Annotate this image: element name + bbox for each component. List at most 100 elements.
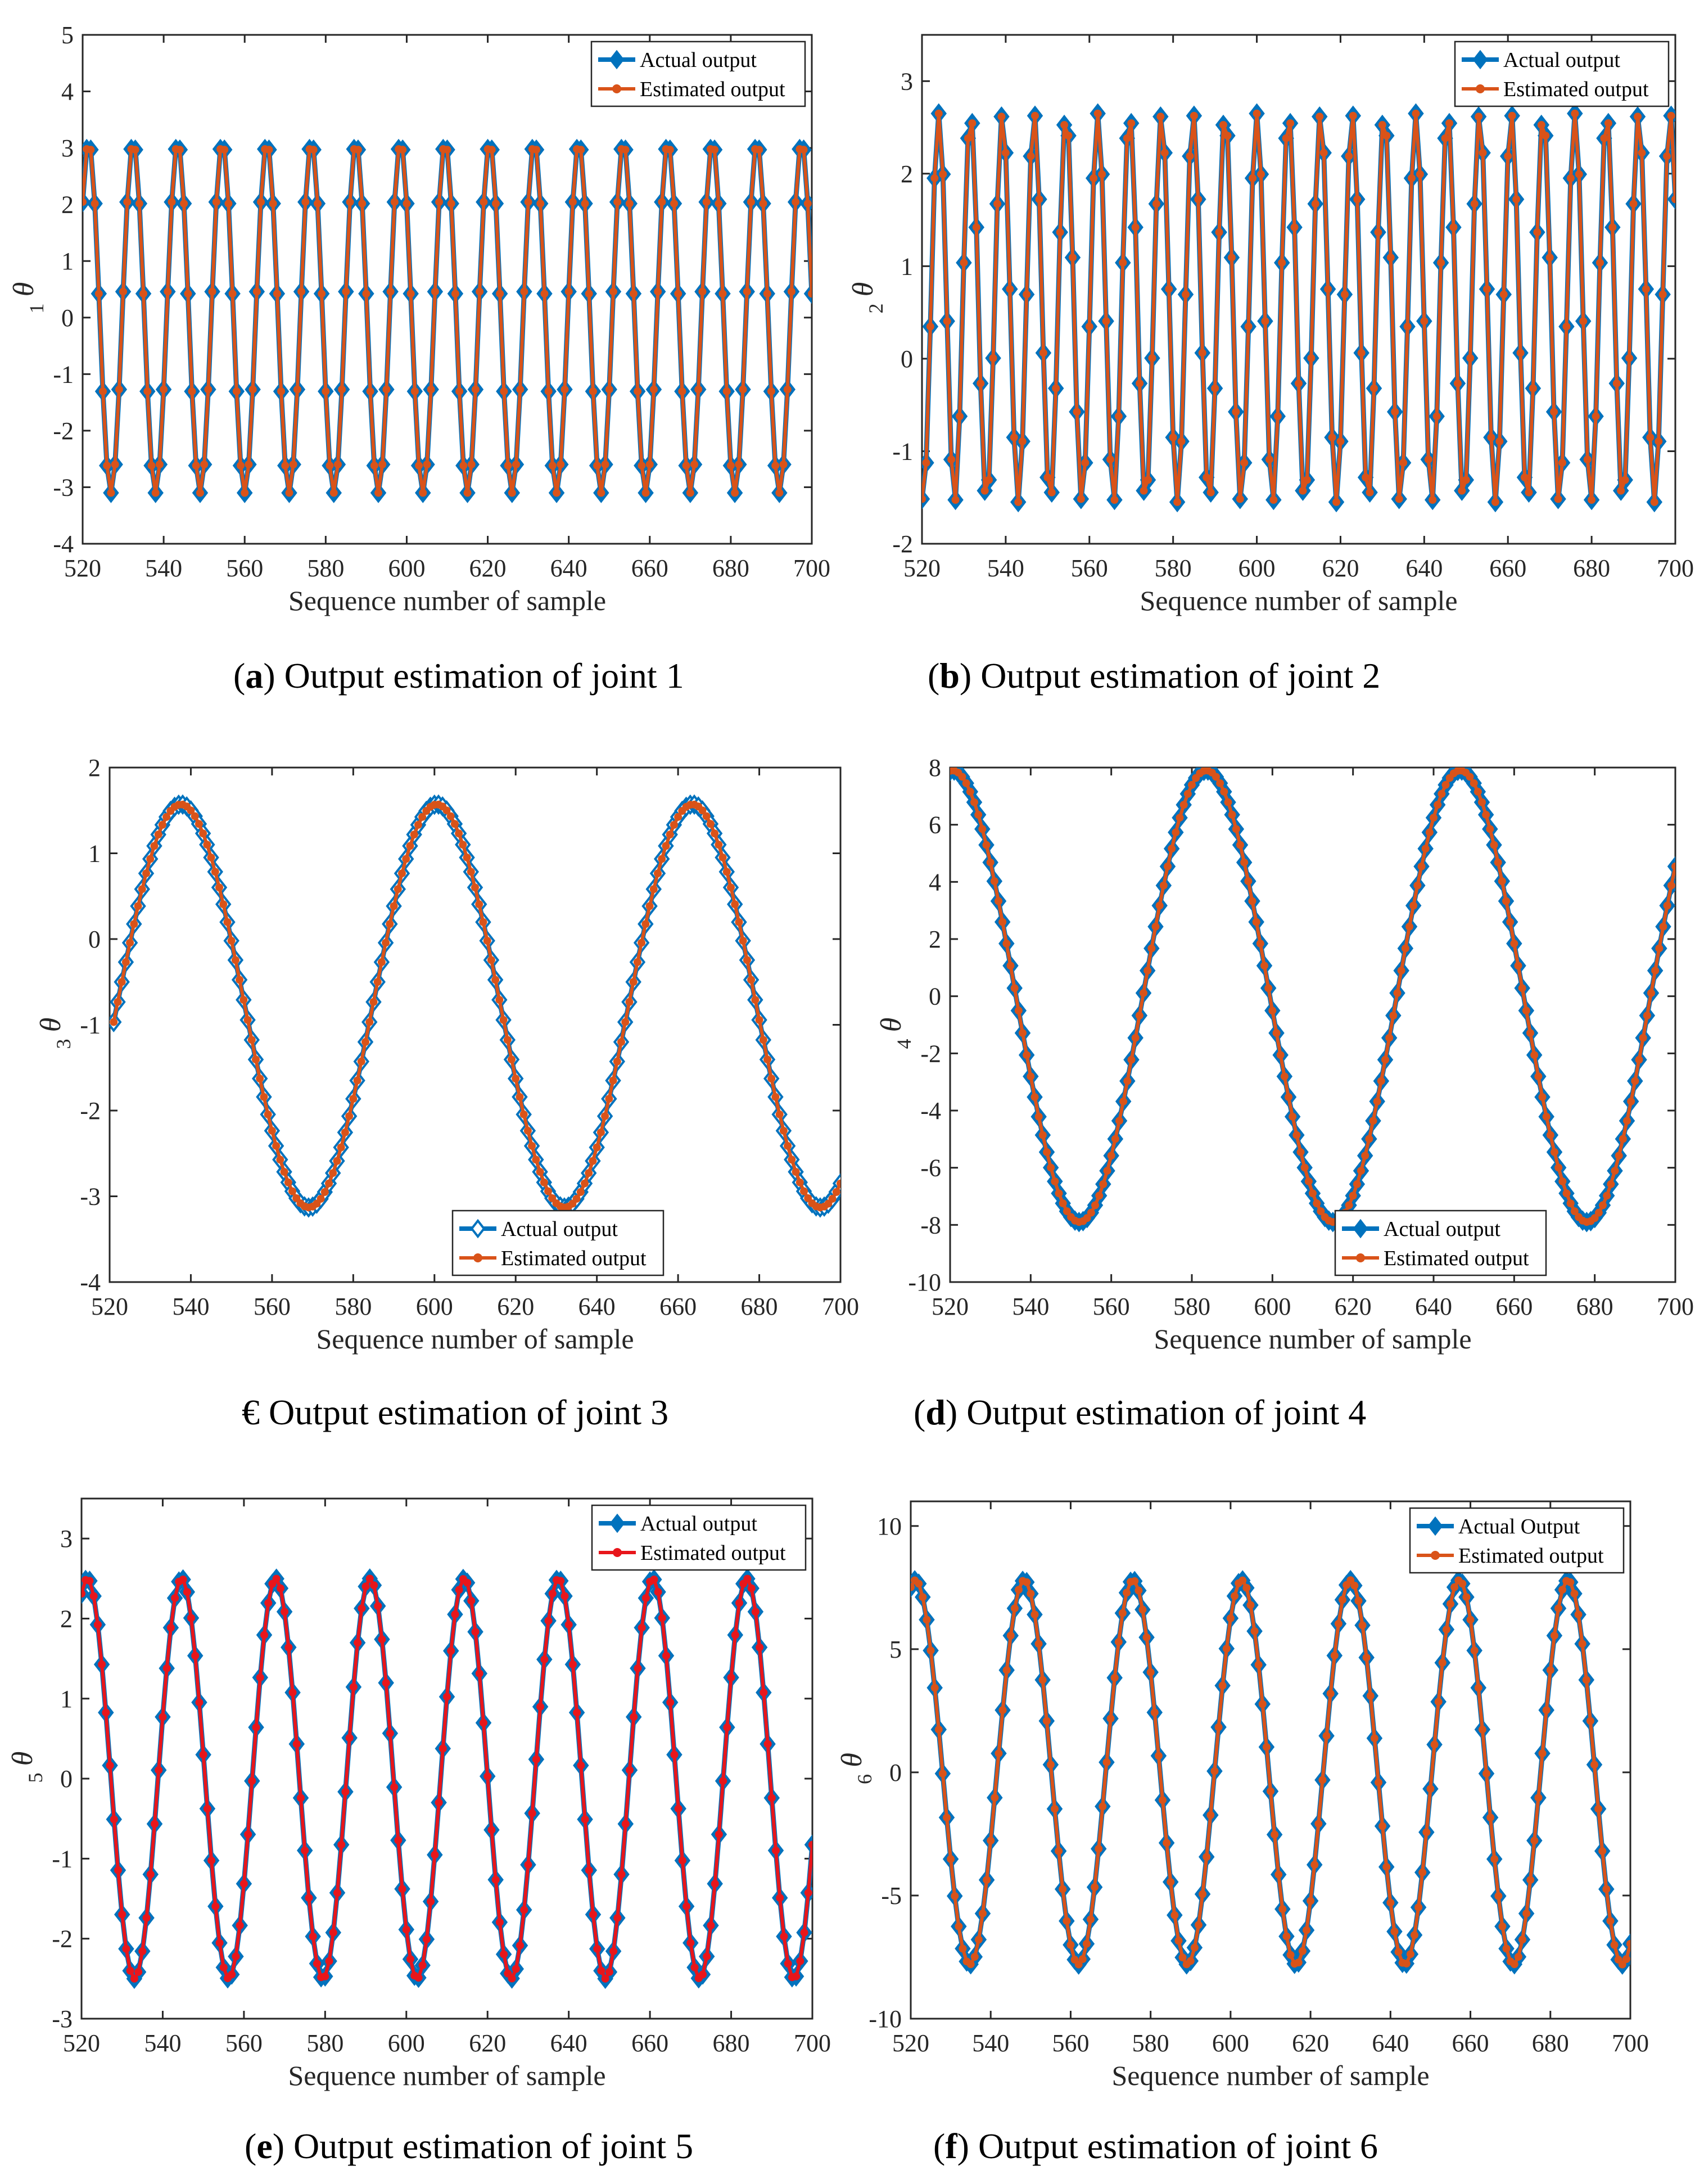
- data-point: [731, 1631, 739, 1639]
- caption-text: Output estimation of joint 1: [284, 656, 684, 696]
- x-tick-label: 700: [1657, 554, 1694, 582]
- data-point: [983, 1876, 991, 1884]
- data-point: [1529, 384, 1537, 392]
- data-point: [1035, 195, 1043, 204]
- data-point: [83, 198, 87, 206]
- data-point: [272, 1574, 281, 1583]
- data-point: [390, 902, 398, 910]
- data-point: [285, 489, 293, 497]
- data-point: [1438, 1658, 1447, 1667]
- data-point: [993, 200, 1001, 208]
- data-point: [1659, 922, 1667, 931]
- data-point: [1198, 349, 1206, 357]
- data-point: [1169, 433, 1177, 441]
- data-point: [577, 1761, 585, 1770]
- data-point: [277, 387, 286, 395]
- data-point: [1174, 1937, 1183, 1945]
- data-point: [1186, 1957, 1195, 1965]
- data-point: [1203, 473, 1211, 481]
- data-point: [699, 1970, 707, 1979]
- legend-label: Actual output: [501, 1217, 618, 1241]
- data-point: [349, 1683, 358, 1691]
- data-point: [459, 841, 467, 849]
- data-point: [1055, 1189, 1063, 1198]
- data-point: [1381, 1055, 1389, 1064]
- data-point: [711, 1880, 719, 1888]
- data-point: [536, 200, 545, 208]
- data-point: [703, 1952, 711, 1961]
- data-point: [1303, 1926, 1310, 1934]
- data-point: [1242, 1583, 1251, 1592]
- x-tick-label: 680: [712, 554, 749, 582]
- data-point: [1450, 1583, 1459, 1591]
- data-point: [1357, 349, 1366, 357]
- data-point: [143, 387, 152, 395]
- data-point: [1619, 1135, 1627, 1143]
- data-point: [354, 146, 362, 154]
- data-point: [1102, 1758, 1111, 1766]
- data-point: [1136, 379, 1144, 387]
- data-point: [1518, 984, 1526, 992]
- data-point: [500, 387, 508, 395]
- x-tick-label: 700: [822, 1293, 859, 1320]
- data-point: [431, 287, 439, 296]
- data-point: [243, 1016, 252, 1024]
- data-point: [593, 1143, 601, 1152]
- data-point: [641, 920, 650, 928]
- x-tick-label: 700: [1612, 2029, 1649, 2057]
- data-point: [520, 1906, 528, 1914]
- data-point: [1334, 1619, 1343, 1628]
- data-point: [654, 287, 662, 296]
- data-point: [1651, 967, 1660, 975]
- data-point: [1055, 1847, 1063, 1855]
- x-tick-label: 540: [145, 554, 182, 582]
- data-point: [121, 958, 130, 967]
- data-point: [1046, 1761, 1055, 1769]
- data-point: [1099, 1180, 1108, 1188]
- data-point: [711, 146, 719, 154]
- legend-label: Estimated output: [640, 1541, 786, 1565]
- data-point: [374, 1602, 382, 1610]
- data-point: [938, 1770, 947, 1778]
- data-point: [1006, 1631, 1015, 1640]
- data-point: [1391, 408, 1399, 416]
- data-point: [767, 1075, 776, 1083]
- data-point: [414, 1974, 423, 1982]
- data-point: [158, 820, 166, 829]
- data-point: [361, 1038, 369, 1046]
- data-point: [1324, 285, 1332, 294]
- x-tick-label: 520: [63, 2029, 100, 2057]
- data-point: [1311, 200, 1319, 208]
- data-point: [512, 460, 520, 468]
- data-point: [731, 489, 739, 497]
- y-tick-label: -10: [869, 2005, 902, 2033]
- data-point: [1389, 1012, 1398, 1020]
- data-point: [1164, 862, 1172, 870]
- data-point: [118, 1910, 126, 1919]
- data-point: [102, 1708, 110, 1717]
- data-point: [1570, 1590, 1579, 1598]
- data-point: [1140, 486, 1148, 495]
- data-point: [346, 198, 354, 206]
- data-point: [508, 1974, 516, 1983]
- data-point: [1216, 779, 1224, 787]
- y-tick-label: 3: [60, 1525, 73, 1553]
- data-point: [561, 1592, 569, 1600]
- data-point: [977, 379, 985, 387]
- data-point: [568, 1660, 577, 1669]
- data-point: [1256, 940, 1264, 948]
- data-point: [1182, 290, 1190, 299]
- data-point: [179, 1575, 187, 1583]
- data-point: [1165, 285, 1173, 294]
- data-point: [1421, 845, 1430, 853]
- data-point: [313, 1960, 321, 1968]
- data-point: [1604, 119, 1612, 128]
- data-point: [930, 1684, 939, 1692]
- data-point: [523, 1126, 532, 1135]
- data-point: [605, 1968, 613, 1976]
- data-point: [649, 885, 658, 894]
- data-point: [1155, 901, 1164, 910]
- data-point: [1051, 1804, 1059, 1813]
- data-point: [1494, 858, 1502, 867]
- data-point: [1401, 944, 1409, 953]
